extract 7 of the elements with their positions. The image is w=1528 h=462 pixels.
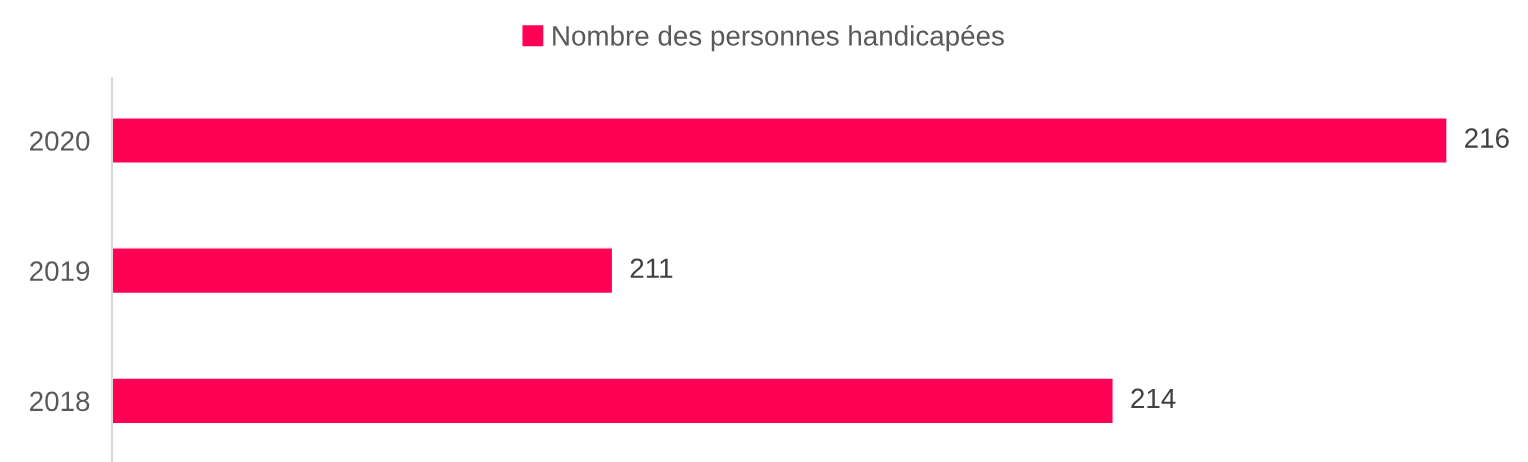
y-tick-label: 2019 (30, 261, 90, 281)
legend-label: Nombre des personnes handicapées (553, 25, 1004, 52)
y-tick-label: 2020 (30, 131, 90, 151)
y-tick-label: 2018 (30, 391, 90, 412)
data-label: 214 (1131, 388, 1176, 408)
data-label: 216 (1465, 128, 1509, 148)
data-label: 211 (630, 258, 673, 278)
